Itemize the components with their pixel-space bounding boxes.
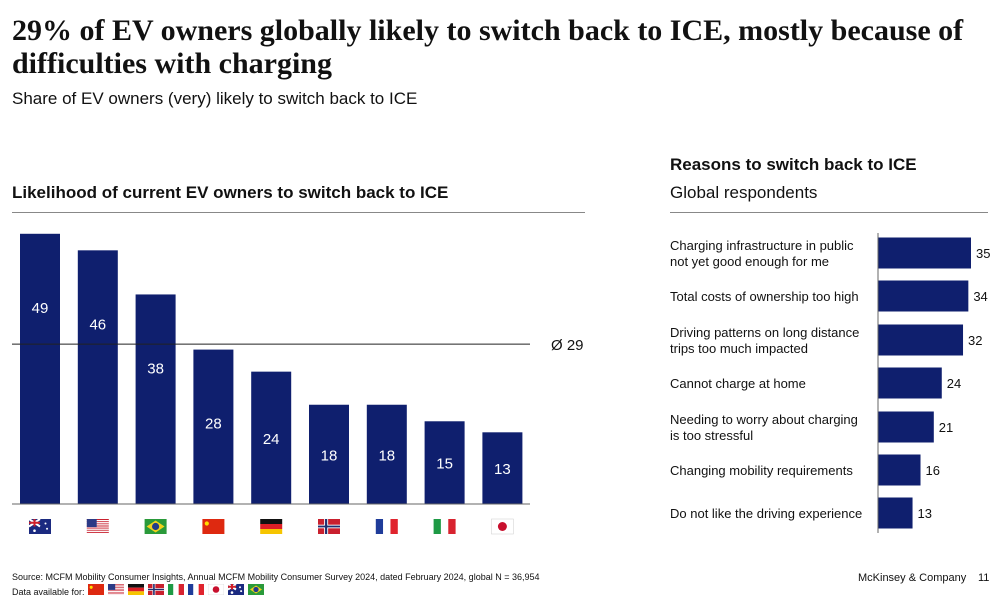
- reason-label: Changing mobility requirements: [670, 463, 853, 478]
- average-label: Ø 29: [551, 337, 584, 354]
- flag-australia-icon: [28, 518, 51, 534]
- right-heading-rule: [670, 212, 988, 213]
- bar-value-label: 18: [378, 447, 395, 464]
- reason-label: Needing to worry about charging: [670, 412, 858, 427]
- flag-china-icon: [88, 584, 104, 595]
- bar-germany: [251, 371, 292, 504]
- flag-china-icon: [202, 519, 225, 534]
- reason-label: not yet good enough for me: [670, 254, 829, 269]
- reason-value-label: 34: [973, 289, 987, 304]
- page-subtitle: Share of EV owners (very) likely to swit…: [12, 89, 418, 108]
- reason-label: Driving patterns on long distance: [670, 325, 859, 340]
- reason-value-label: 16: [926, 463, 940, 478]
- reason-bar: [878, 280, 969, 312]
- right-chart-subtitle: Global respondents: [670, 183, 818, 202]
- reason-label: is too stressful: [670, 428, 753, 443]
- bar-value-label: 13: [494, 461, 511, 478]
- bar-value-label: 49: [32, 300, 49, 317]
- reason-bar: [878, 237, 971, 269]
- flag-france-icon: [188, 584, 204, 595]
- bar-italy: [424, 421, 465, 504]
- flag-norway-icon: [318, 519, 340, 534]
- reason-bar: [878, 411, 934, 443]
- reason-label: trips too much impacted: [670, 341, 808, 356]
- left-heading-rule: [12, 212, 585, 213]
- reason-label: Total costs of ownership too high: [670, 289, 859, 304]
- flag-brazil-icon: [248, 584, 264, 595]
- flag-norway-icon: [148, 584, 164, 595]
- flag-japan-icon: [491, 518, 514, 535]
- flag-australia-icon: [228, 584, 244, 595]
- bar-japan: [482, 432, 523, 504]
- reason-label: Charging infrastructure in public: [670, 238, 854, 253]
- reason-value-label: 35: [976, 246, 990, 261]
- reason-label: Do not like the driving experience: [670, 506, 862, 521]
- right-chart-title: Reasons to switch back to ICE: [670, 155, 917, 174]
- bar-value-label: 46: [89, 316, 106, 333]
- bar-value-label: 28: [205, 416, 222, 433]
- data-available-label: Data available for:: [12, 587, 85, 597]
- bar-australia: [20, 233, 60, 504]
- flag-italy-icon: [168, 584, 184, 595]
- page-title: 29% of EV owners globally likely to swit…: [12, 14, 964, 80]
- bar-usa: [77, 250, 118, 504]
- bar-france: [366, 404, 407, 504]
- flag-germany-icon: [128, 584, 144, 595]
- bar-value-label: 15: [436, 456, 453, 473]
- bar-norway: [309, 404, 349, 504]
- flag-usa-icon: [86, 519, 109, 534]
- flag-usa-icon: [108, 584, 124, 595]
- brand-label: McKinsey & Company: [858, 572, 967, 584]
- flag-france-icon: [375, 519, 398, 534]
- reason-value-label: 32: [968, 333, 982, 348]
- flag-italy-icon: [433, 519, 456, 534]
- data-available-flags: [88, 584, 264, 595]
- bar-china: [193, 349, 234, 504]
- flag-germany-icon: [260, 519, 283, 534]
- reason-value-label: 21: [939, 420, 953, 435]
- flag-japan-icon: [208, 584, 224, 595]
- bar-value-label: 24: [263, 431, 280, 448]
- reason-bar: [878, 454, 921, 486]
- bar-brazil: [135, 294, 176, 504]
- source-note: Source: MCFM Mobility Consumer Insights,…: [12, 572, 540, 582]
- reason-bar: [878, 497, 913, 529]
- bar-value-label: 38: [147, 360, 164, 377]
- bar-value-label: 18: [321, 447, 338, 464]
- page-number: 11: [978, 572, 990, 584]
- reason-bar: [878, 324, 964, 356]
- reason-label: Cannot charge at home: [670, 376, 806, 391]
- flag-brazil-icon: [144, 519, 167, 534]
- reason-bar: [878, 367, 942, 399]
- reason-value-label: 13: [918, 506, 932, 521]
- left-chart-title: Likelihood of current EV owners to switc…: [12, 183, 449, 202]
- reason-value-label: 24: [947, 376, 961, 391]
